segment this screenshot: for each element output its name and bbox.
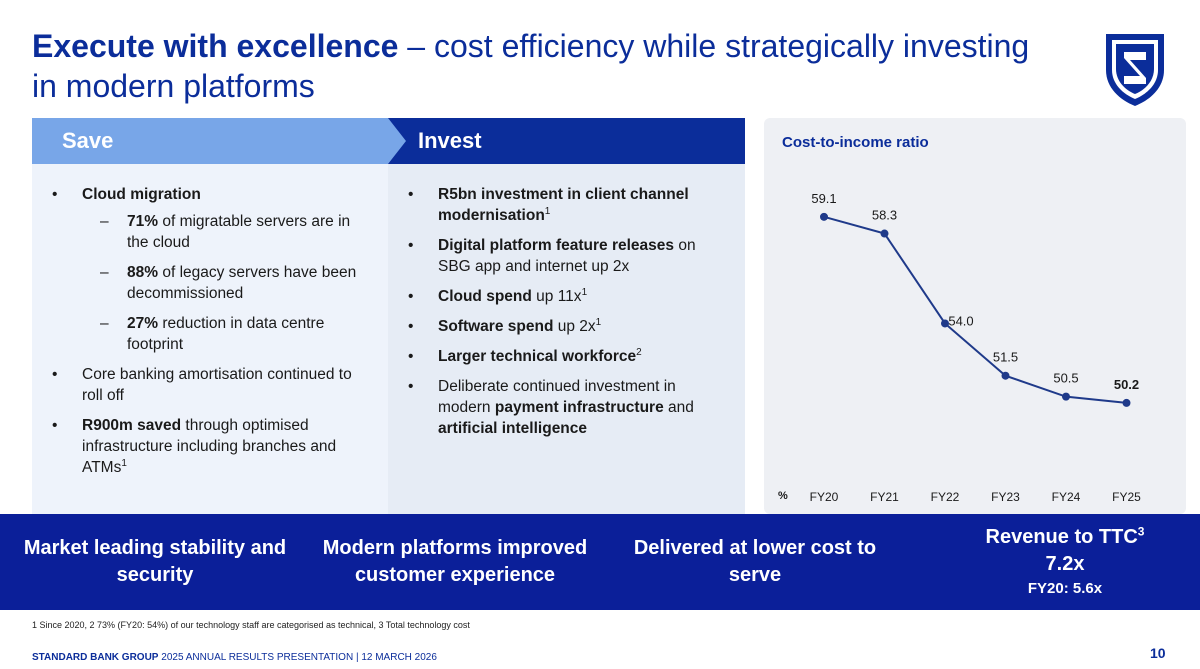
x-tick-label: FY25 <box>1112 490 1141 504</box>
footnote: 1 Since 2020, 2 73% (FY20: 54%) of our t… <box>32 620 470 630</box>
banner-revenue-ttc: Revenue to TTC3 7.2x FY20: 5.6x <box>985 524 1145 597</box>
data-label: 59.1 <box>811 191 836 206</box>
save-header: Save <box>32 118 392 164</box>
invest-header: Invest <box>388 118 745 164</box>
footer: STANDARD BANK GROUP 2025 ANNUAL RESULTS … <box>32 652 437 663</box>
invest-item: • Larger technical workforce2 <box>408 346 642 365</box>
page-title: Execute with excellence – cost efficienc… <box>32 26 1052 106</box>
banner-platforms: Modern platforms improved customer exper… <box>322 537 588 586</box>
cloud-migration-sublist: –71% of migratable servers are in the cl… <box>82 211 372 355</box>
banner-cost: Delivered at lower cost to serve <box>633 537 877 586</box>
page-number: 10 <box>1150 645 1166 661</box>
data-point <box>880 229 889 238</box>
data-point <box>1001 371 1010 380</box>
invest-item: • Software spend up 2x1 <box>408 316 602 335</box>
invest-item: • R5bn investment in client channel moder… <box>408 186 689 224</box>
data-label: 58.3 <box>872 208 897 223</box>
standard-bank-logo-icon <box>1106 34 1164 106</box>
save-subitem: –88% of legacy servers have been decommi… <box>100 264 357 302</box>
save-subitem: –27% reduction in data centre footprint <box>100 315 325 353</box>
title-bold: Execute with excellence <box>32 28 399 64</box>
invest-list: • R5bn investment in client channel moder… <box>408 184 728 448</box>
x-tick-label: FY24 <box>1052 490 1081 504</box>
invest-item: • Deliberate continued investment in mode… <box>408 378 694 437</box>
save-list: • Cloud migration –71% of migratable serv… <box>52 184 372 487</box>
data-point <box>1122 398 1131 407</box>
data-label: 54.0 <box>948 313 973 328</box>
data-label: 51.5 <box>993 350 1018 365</box>
data-label: 50.5 <box>1053 371 1078 386</box>
data-label: 50.2 <box>1114 377 1139 392</box>
data-point <box>941 319 949 328</box>
invest-item: • Digital platform feature releases on SB… <box>408 237 696 275</box>
x-tick-label: FY23 <box>991 490 1020 504</box>
x-tick-label: FY20 <box>810 490 839 504</box>
x-tick-label: FY22 <box>931 490 960 504</box>
cost-to-income-chart: 59.1 FY20 58.3 FY21 54.0 FY22 51.5 FY23 50.5 FY24… <box>778 191 1141 504</box>
bottom-banner: Market leading stability and security Mo… <box>0 514 1200 610</box>
x-tick-label: FY21 <box>870 490 899 504</box>
invest-panel: • R5bn investment in client channel moder… <box>388 164 745 514</box>
save-panel: • Cloud migration –71% of migratable serv… <box>32 164 388 514</box>
unit-label: % <box>778 490 788 502</box>
save-item-cloud-migration: • Cloud migration –71% of migratable serv… <box>52 184 372 355</box>
series-line <box>823 215 1127 404</box>
save-arrow-shape <box>388 118 406 164</box>
title-rest: – cost efficiency while strategically in… <box>32 28 1030 104</box>
banner-stability: Market leading stability and security <box>23 537 287 586</box>
save-subitem: –71% of migratable servers are in the cl… <box>100 213 351 251</box>
save-item-core-banking: • Core banking amortisation continued to … <box>52 366 352 404</box>
save-item-r900m: • R900m saved through optimised infrastru… <box>52 417 337 476</box>
chart-panel: Cost-to-income ratio 59.1 FY20 58.3 FY21 54.… <box>764 118 1186 514</box>
data-point <box>820 212 828 221</box>
invest-item: • Cloud spend up 11x1 <box>408 286 588 305</box>
chart-title: Cost-to-income ratio <box>782 134 929 151</box>
data-point <box>1062 392 1070 401</box>
